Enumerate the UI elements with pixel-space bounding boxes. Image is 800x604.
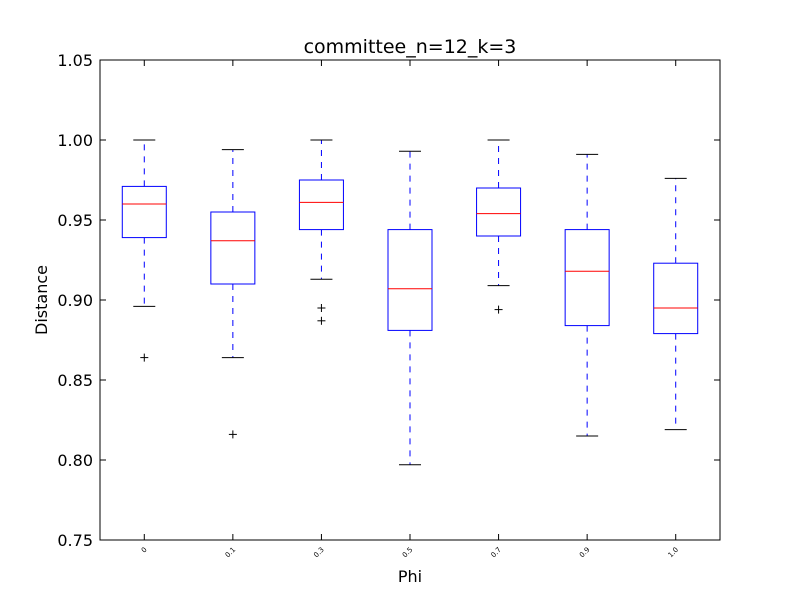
plot-area: 0.75 0.80 0.85 0.90 0.95 1.00 1.05 0 0.1 0.3 0.5 0.… [57,51,721,560]
y-tick-label: 1.00 [57,131,93,150]
flier-point [140,353,149,362]
y-tick-label: 0.90 [57,291,93,310]
box-iqr [653,262,699,335]
box-iqr [387,229,433,331]
x-tick-label: 0.5 [401,546,415,560]
y-tick-label: 0.85 [57,371,93,390]
x-tick-label: 1.0 [667,546,681,560]
y-tick-label: 0.80 [57,451,93,470]
x-axis-title: Phi [398,567,422,586]
y-tick-label: 1.05 [57,51,93,70]
flier-point [228,430,237,439]
flier-point [494,305,503,314]
y-tick-label: 0.75 [57,531,93,550]
x-tick-label: 0.1 [224,546,238,560]
box-iqr [298,179,344,231]
flier-point [317,304,326,312]
plot-frame [99,59,721,541]
x-tick-label: 0.7 [489,546,503,560]
box-iqr [210,211,256,285]
flier-point [317,316,326,325]
chart-title: committee_n=12_k=3 [304,36,517,58]
x-tick-label: 0 [140,546,149,555]
x-tick-label: 0.9 [578,546,592,560]
box-iqr [476,187,522,237]
y-axis-title: Distance [32,265,51,335]
x-tick-label: 0.3 [312,546,326,560]
box-iqr [121,185,167,239]
box-iqr [564,229,610,327]
y-tick-label: 0.95 [57,211,93,230]
